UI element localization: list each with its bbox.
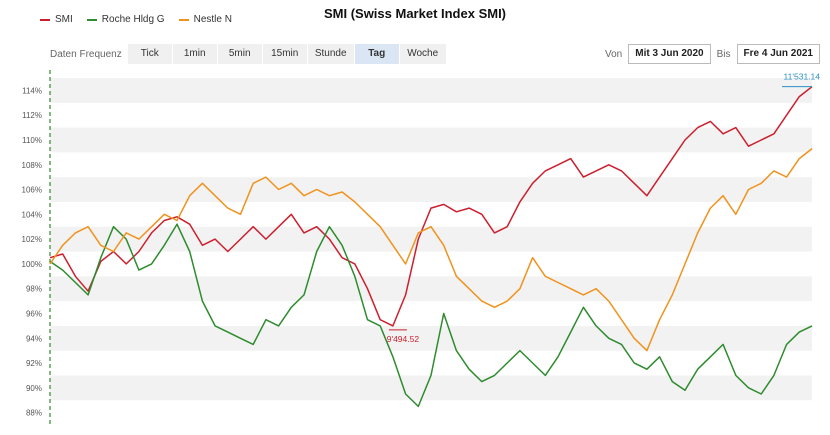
legend-item-smi[interactable]: SMI — [40, 14, 73, 25]
series-line-nestle-n — [49, 148, 813, 352]
frequency-bar: Daten Frequenz Tick 1min 5min 15min Stun… — [50, 44, 447, 64]
chart-legend: SMI Roche Hldg G Nestle N — [40, 14, 232, 25]
legend-label-smi: SMI — [55, 14, 73, 25]
y-tick-label: 104% — [22, 210, 42, 219]
legend-label-roche: Roche Hldg G — [101, 14, 165, 25]
to-date-field[interactable]: Fre 4 Jun 2021 — [736, 44, 820, 64]
y-tick-label: 112% — [22, 111, 42, 120]
legend-swatch-roche — [86, 18, 97, 21]
grid-band — [50, 400, 812, 425]
grid-band — [50, 177, 812, 202]
y-tick-label: 92% — [26, 359, 42, 368]
to-label: Bis — [716, 48, 731, 60]
legend-item-roche[interactable]: Roche Hldg G — [86, 14, 165, 25]
freq-button-stunde[interactable]: Stunde — [307, 44, 354, 64]
y-tick-label: 96% — [26, 309, 42, 318]
legend-swatch-nestle — [178, 18, 189, 21]
grid-band — [50, 201, 812, 227]
y-tick-label: 114% — [22, 86, 42, 95]
grid-band — [50, 102, 812, 128]
legend-item-nestle[interactable]: Nestle N — [178, 14, 232, 25]
y-tick-label: 94% — [26, 334, 42, 343]
freq-button-tag[interactable]: Tag — [354, 44, 399, 64]
grid-band — [50, 375, 812, 401]
y-tick-label: 102% — [22, 235, 42, 244]
last-value-label: 11'531.14 — [784, 72, 821, 82]
grid-band — [50, 78, 812, 103]
freq-button-tick[interactable]: Tick — [127, 44, 172, 64]
freq-button-15min[interactable]: 15min — [262, 44, 307, 64]
grid-band — [50, 127, 812, 153]
grid-band — [50, 251, 812, 277]
y-tick-label: 98% — [26, 285, 42, 294]
series-line-smi — [49, 86, 813, 327]
from-label: Von — [605, 48, 623, 60]
frequency-label: Daten Frequenz — [50, 48, 122, 60]
legend-label-nestle: Nestle N — [193, 14, 232, 25]
y-tick-label: 88% — [26, 409, 42, 418]
grid-band — [50, 325, 812, 351]
grid-band — [50, 152, 812, 178]
freq-button-1min[interactable]: 1min — [172, 44, 217, 64]
y-tick-label: 106% — [22, 186, 42, 195]
y-tick-label: 90% — [26, 384, 42, 393]
series-line-roche-hldg-g — [49, 223, 813, 408]
freq-button-5min[interactable]: 5min — [217, 44, 262, 64]
grid-band — [50, 226, 812, 252]
from-date-field[interactable]: Mit 3 Jun 2020 — [628, 44, 711, 64]
freq-button-woche[interactable]: Woche — [399, 44, 446, 64]
low-value-label: 9'494.52 — [387, 334, 420, 344]
chart-title: SMI (Swiss Market Index SMI) — [323, 6, 507, 21]
y-tick-label: 110% — [22, 136, 42, 145]
grid-band — [50, 350, 812, 376]
grid-band — [50, 301, 812, 326]
date-range: Von Mit 3 Jun 2020 Bis Fre 4 Jun 2021 — [599, 44, 820, 64]
legend-swatch-smi — [40, 18, 50, 21]
y-tick-label: 100% — [22, 260, 42, 269]
y-tick-label: 108% — [22, 161, 42, 170]
grid-band — [50, 276, 812, 302]
